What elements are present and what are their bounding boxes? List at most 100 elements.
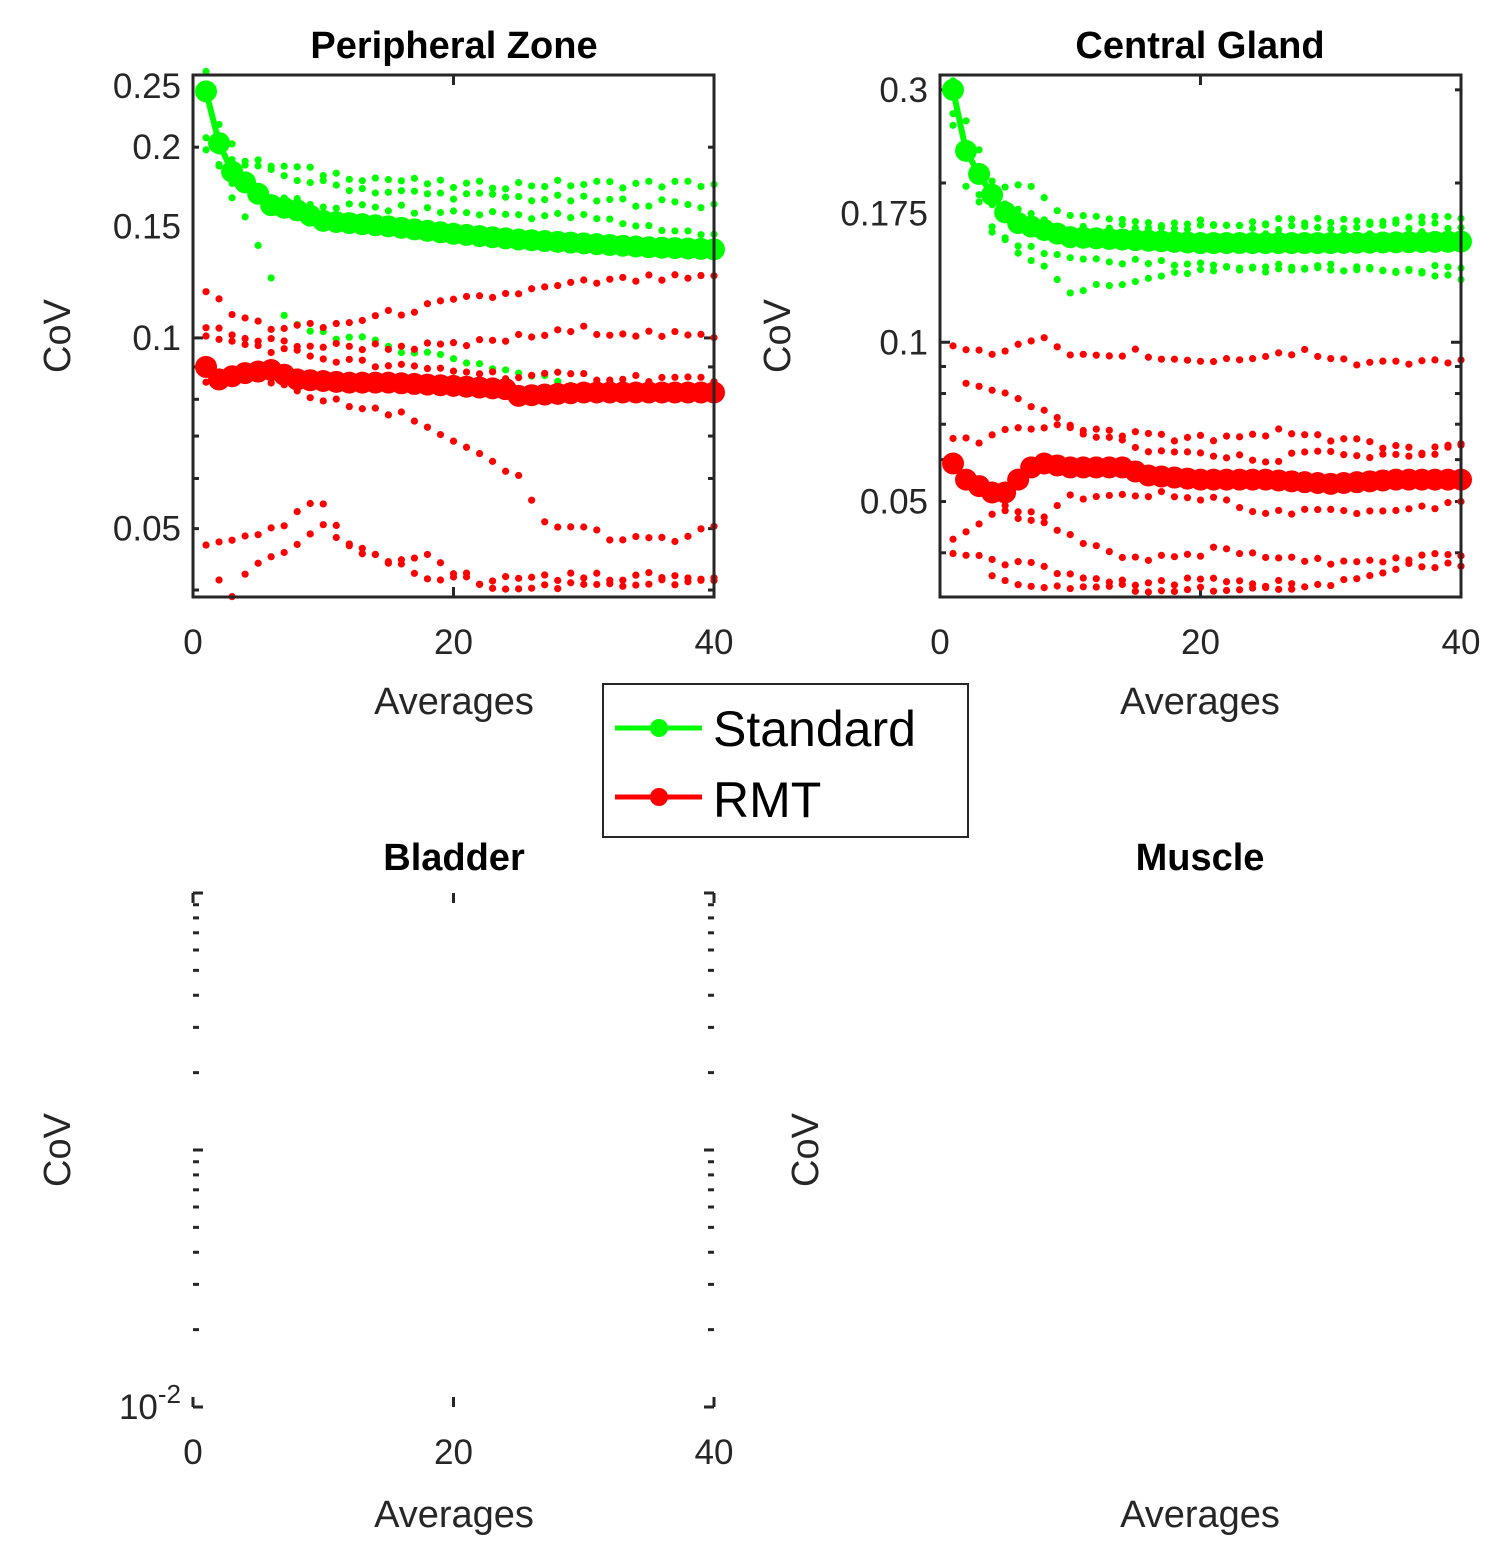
subject-point [580, 574, 588, 582]
subject-point [1014, 249, 1022, 257]
subject-point [1340, 215, 1348, 223]
subject-point [502, 193, 510, 201]
subject-point [384, 306, 392, 315]
subject-point [1249, 218, 1257, 226]
subject-point [423, 348, 432, 356]
subject-point [1209, 587, 1218, 595]
subject-point [1118, 490, 1126, 499]
subject-point [306, 327, 314, 335]
subject-point [1092, 351, 1100, 359]
subject-point [462, 179, 471, 187]
x-axis-label: Averages [374, 681, 534, 723]
subject-point [1183, 585, 1192, 594]
mean-point [955, 139, 978, 162]
subject-point [671, 177, 679, 185]
subject-point [293, 540, 301, 549]
subject-point [332, 339, 340, 348]
subject-point [1144, 260, 1152, 268]
subject-point [410, 174, 419, 182]
subject-point [671, 271, 679, 279]
subject-point [1196, 216, 1205, 224]
subject-point [1027, 516, 1035, 524]
subject-point [228, 337, 236, 345]
subject-point [1262, 432, 1270, 440]
subject-point [436, 364, 445, 372]
subject-point [410, 308, 419, 316]
subject-point [1379, 450, 1387, 458]
subject-point [1209, 358, 1218, 366]
subject-point [1040, 262, 1048, 270]
subject-point [1053, 569, 1061, 578]
subject-point [267, 165, 275, 174]
subject-point [306, 342, 314, 350]
subject-point [1118, 352, 1126, 360]
subject-point [215, 576, 223, 584]
subject-point [1209, 221, 1218, 230]
subject-point [423, 180, 432, 188]
subject-point [671, 198, 679, 206]
series-subject-rmt [949, 334, 1465, 369]
subject-point [697, 182, 705, 191]
subject-point [1353, 361, 1361, 369]
y-axis-label: CoV [785, 1112, 827, 1187]
subject-point [1262, 458, 1270, 466]
subject-point [1001, 425, 1009, 434]
subject-point [1014, 508, 1022, 516]
subject-point [1405, 213, 1413, 221]
subject-point [1092, 425, 1100, 433]
subject-point [345, 319, 353, 327]
subject-point [1157, 488, 1166, 496]
subject-point [1235, 433, 1244, 441]
subject-point [1066, 211, 1074, 220]
subject-point [1170, 219, 1179, 227]
subject-point [1353, 575, 1361, 583]
subject-point [593, 569, 601, 577]
subject-point [1183, 260, 1192, 268]
y-tick-label: 10-2 [119, 1379, 181, 1427]
subject-point [1066, 289, 1074, 297]
subject-point [319, 355, 327, 363]
subject-point [1379, 507, 1387, 515]
subject-point [1014, 581, 1022, 589]
subject-point [645, 580, 653, 588]
subject-point [1275, 349, 1283, 357]
subject-point [1288, 430, 1296, 438]
subject-point [632, 202, 640, 210]
subject-point [1405, 443, 1413, 451]
subject-point [1118, 436, 1126, 444]
subject-point [632, 532, 640, 541]
subject-point [1144, 556, 1152, 564]
subject-point [962, 346, 970, 354]
subject-point [1209, 261, 1218, 269]
subject-point [1314, 214, 1322, 223]
subject-point [1392, 450, 1400, 459]
subject-point [1288, 222, 1296, 230]
subject-point [1079, 255, 1087, 263]
subject-point [658, 332, 666, 340]
legend-label-standard: Standard [713, 701, 916, 757]
subject-point [436, 176, 445, 184]
subject-point [1079, 212, 1087, 220]
subject-point [1183, 356, 1192, 364]
subject-point [215, 162, 223, 170]
subject-point [358, 177, 366, 185]
subject-point [1301, 505, 1309, 513]
subject-point [1079, 287, 1087, 295]
subject-point [1431, 450, 1439, 458]
subject-point [1092, 280, 1100, 289]
subject-point [1118, 260, 1126, 268]
subject-point [515, 574, 523, 582]
subject-point [528, 215, 536, 223]
subject-point [1275, 214, 1283, 223]
subject-point [475, 211, 484, 219]
subject-point [293, 176, 301, 185]
subject-point [449, 355, 458, 363]
subject-point [1209, 493, 1218, 501]
subject-point [475, 449, 484, 458]
subject-point [1196, 583, 1205, 591]
subject-point [345, 175, 353, 183]
series-subject-rmt [202, 499, 718, 588]
subject-point [1314, 431, 1322, 439]
plot-frame [191, 73, 716, 599]
subject-point [502, 289, 510, 298]
